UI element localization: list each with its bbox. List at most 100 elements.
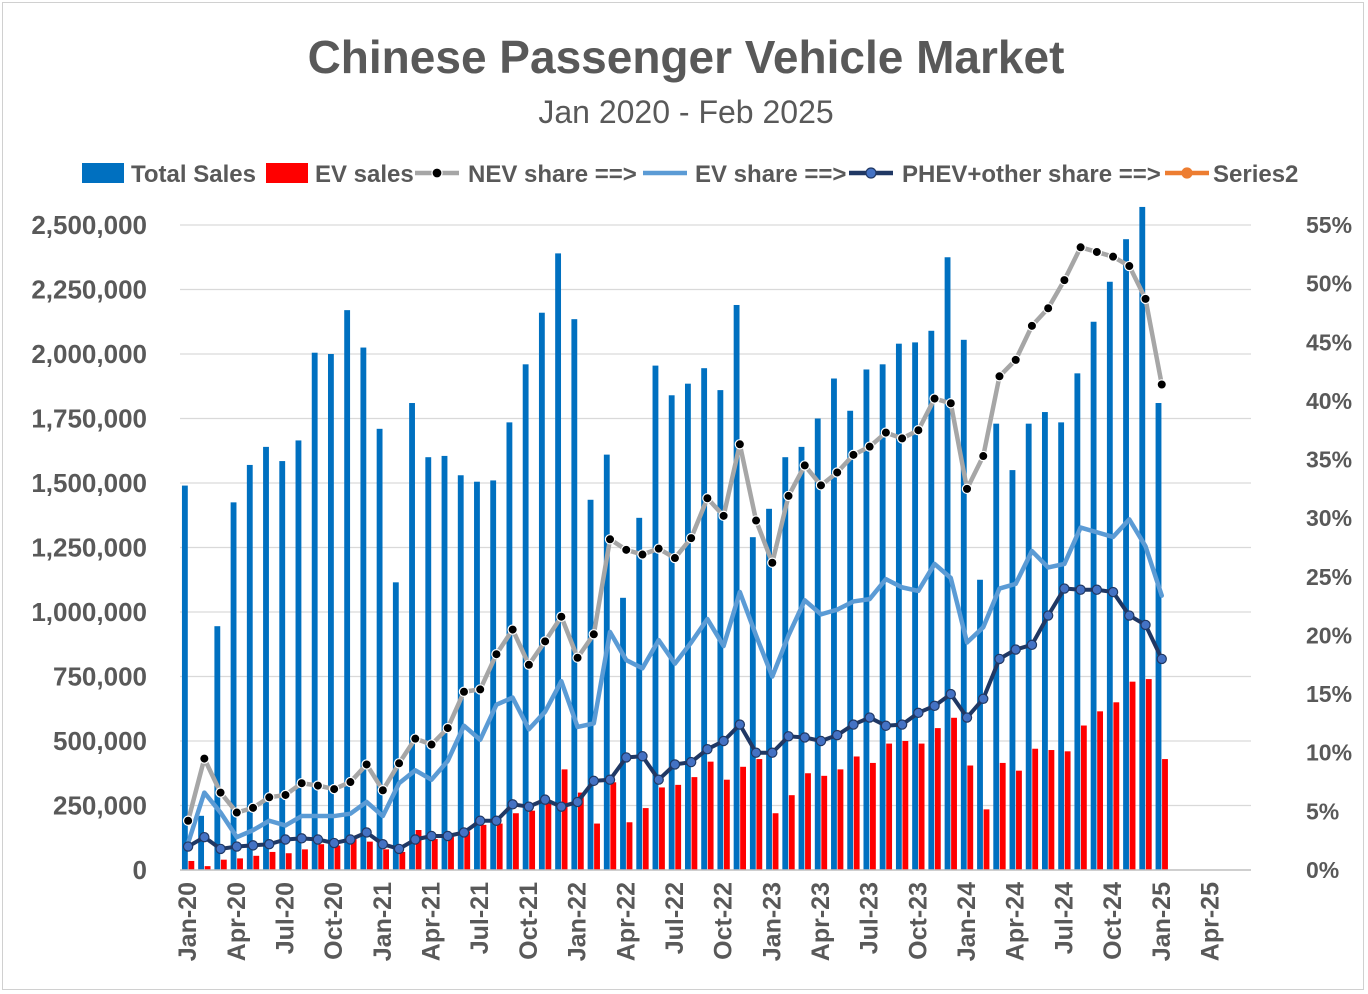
total-sales-bar (928, 330, 935, 870)
ev-sales-bar (610, 782, 617, 870)
nev-share-marker (572, 652, 583, 663)
nev-share-marker (215, 787, 226, 798)
total-sales-bar (733, 304, 740, 871)
ev-sales-bar (918, 743, 925, 870)
ev-sales-bar (756, 759, 763, 870)
total-sales-bar (214, 626, 221, 870)
total-sales-bar (555, 253, 562, 870)
ev-sales-bar (837, 769, 844, 870)
total-sales-bar (376, 428, 383, 870)
left-axis-tick-label: 1,500,000 (31, 468, 147, 498)
phev-share-marker (361, 827, 372, 838)
total-sales-bar (490, 480, 497, 870)
total-sales-bar (474, 481, 480, 870)
ev-sales-bar (1097, 711, 1104, 870)
nev-share-marker (815, 480, 827, 491)
phev-share-marker (1124, 610, 1135, 621)
nev-share-marker (247, 802, 259, 814)
left-axis-ticks: 0 250,000 500,000 750,000 1,000,000 1,250,000… (31, 210, 147, 885)
nev-share-marker (669, 552, 681, 564)
total-sales-bar (1074, 373, 1081, 870)
nev-share-marker (913, 425, 924, 436)
right-axis-tick-label: 10% (1306, 740, 1352, 766)
phev-share-marker (264, 839, 275, 850)
left-axis-tick-label: 2,500,000 (31, 210, 147, 240)
total-sales-bar (327, 354, 334, 870)
phev-share-marker (945, 688, 956, 700)
right-axis-tick-label: 15% (1306, 681, 1352, 707)
phev-share-marker (1042, 610, 1054, 621)
phev-share-marker (604, 774, 616, 785)
ev-sales-bar (642, 808, 649, 870)
nev-share-marker (1026, 320, 1038, 332)
x-axis-tick-label: Apr-25 (1196, 882, 1224, 961)
nev-share-marker (1059, 274, 1070, 286)
nev-share-marker (377, 785, 389, 796)
phev-share-marker (783, 731, 794, 742)
x-axis-tick-label: Jan-22 (564, 882, 592, 961)
nev-share-marker (929, 393, 940, 404)
ev-sales-bar (269, 851, 276, 870)
total-sales-bar (441, 455, 448, 870)
ev-sales-bar (869, 762, 876, 870)
ev-sales-bar (1064, 751, 1071, 870)
legend-label: EV share ==> (695, 161, 846, 188)
ev-sales-bar (561, 769, 568, 870)
ev-sales-bar (545, 800, 552, 870)
total-sales-bar (814, 418, 821, 870)
nev-share-marker (328, 783, 340, 795)
nev-share-marker (637, 549, 648, 560)
phev-share-marker (458, 827, 470, 838)
nev-share-marker (1140, 293, 1151, 305)
nev-share-marker (1042, 303, 1054, 314)
nev-share-marker (848, 449, 859, 461)
nev-share-marker (426, 739, 437, 750)
nev-share-marker (491, 649, 502, 660)
phev-share-marker (848, 719, 859, 730)
total-sales-bar (571, 319, 578, 870)
ev-sales-bar (821, 775, 828, 870)
ev-sales-bar (999, 762, 1006, 870)
ev-sales-bar (1080, 725, 1087, 870)
ev-sales-bar (383, 849, 390, 870)
phev-share-marker (312, 834, 324, 845)
phev-share-marker (426, 830, 437, 842)
nev-share-marker (264, 792, 275, 803)
left-axis-tick-label: 1,000,000 (31, 597, 147, 627)
right-axis-tick-label: 50% (1306, 271, 1352, 297)
right-axis-tick-label: 45% (1306, 329, 1352, 355)
phev-share-marker (913, 707, 924, 719)
nev-share-marker (832, 467, 843, 478)
left-axis-tick-label: 500,000 (53, 726, 147, 756)
share-lines (182, 242, 1167, 855)
phev-share-marker (702, 744, 713, 755)
phev-share-marker (961, 712, 973, 723)
total-sales-bar (263, 446, 269, 870)
total-sales-bar (766, 508, 772, 870)
total-sales-bar (181, 485, 188, 870)
nev-share-marker (475, 684, 486, 695)
nev-share-marker (312, 780, 324, 791)
nev-share-marker (182, 815, 194, 826)
phev-share-marker (864, 712, 875, 723)
x-axis-tick-label: Jan-20 (174, 882, 202, 961)
ev-sales-bar (626, 822, 633, 870)
ev-sales-bar (594, 823, 600, 870)
nev-share-marker (750, 515, 762, 526)
total-sales-bar (360, 347, 367, 870)
phev-share-marker (507, 799, 518, 810)
nev-share-marker (393, 758, 405, 769)
ev-sales-bar (512, 813, 519, 870)
total-sales-bar (279, 461, 286, 870)
chart-subtitle: Jan 2020 - Feb 2025 (538, 94, 833, 130)
total-sales-bar (198, 815, 205, 870)
ev-sales-bar (431, 839, 438, 870)
ev-sales-bar (220, 859, 227, 870)
x-axis-tick-label: Jul-22 (661, 882, 689, 954)
ev-sales-bar (691, 777, 698, 870)
ev-sales-bar (464, 831, 471, 870)
total-sales-bar (392, 582, 399, 870)
phev-share-line (186, 586, 1164, 851)
total-sales-bar (831, 378, 837, 870)
nev-share-marker (685, 532, 697, 544)
